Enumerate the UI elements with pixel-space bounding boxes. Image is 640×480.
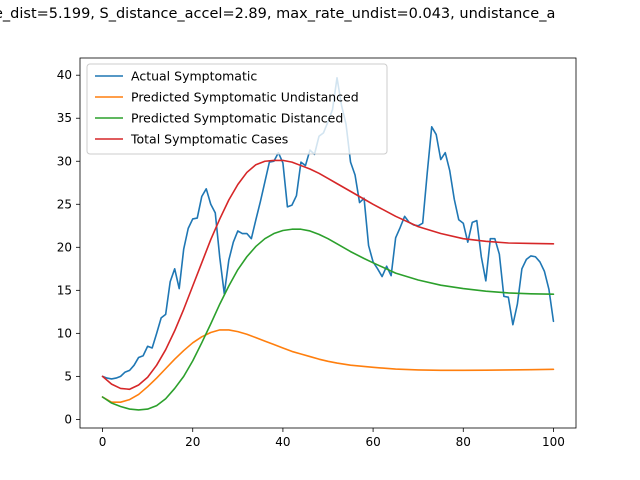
x-tick-label: 60 [365,435,380,449]
y-tick-label: 5 [64,369,72,383]
y-tick-label: 0 [64,412,72,426]
x-tick-label: 20 [185,435,200,449]
series-line-3 [101,228,555,411]
y-tick-label: 20 [57,240,72,254]
y-tick-label: 25 [57,197,72,211]
y-tick-label: 30 [57,154,72,168]
y-tick-label: 35 [57,111,72,125]
legend-label-1: Actual Symptomatic [131,69,257,84]
legend-label-2: Predicted Symptomatic Undistanced [131,90,359,105]
y-tick-label: 10 [57,326,72,340]
y-tick-label: 40 [57,68,72,82]
plot-area-frame [79,57,577,429]
x-tick-label: 80 [456,435,471,449]
y-tick-label: 15 [57,283,72,297]
x-tick-label: 0 [99,435,107,449]
legend-label-3: Predicted Symptomatic Distanced [131,111,343,126]
x-tick-label: 100 [542,435,565,449]
legend-label-4: Total Symptomatic Cases [130,132,288,147]
chart-title: e_dist=5.199, S_distance_accel=2.89, max… [0,6,556,22]
series-line-2 [101,329,555,403]
legend-box [86,63,388,155]
series-line-4 [101,159,555,391]
x-tick-label: 40 [275,435,290,449]
